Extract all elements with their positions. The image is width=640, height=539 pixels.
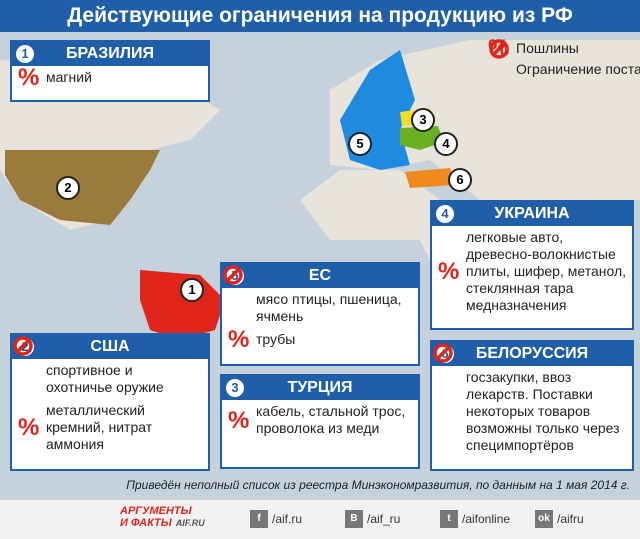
brazil — [140, 270, 225, 340]
footer-band — [0, 500, 640, 539]
social-handle: /aifonline — [462, 512, 511, 526]
restriction-text: металлический кремний, нитрат аммония — [46, 402, 153, 452]
ban-icon — [489, 39, 509, 59]
social-icon: ok — [535, 510, 553, 528]
title: Действующие ограничения на продукцию из … — [0, 0, 640, 32]
social-icon: f — [250, 510, 268, 528]
social-link[interactable]: В/aif_ru — [345, 510, 400, 528]
restriction: мясо птицы, пшеница, ячмень — [222, 265, 418, 328]
duty-icon: % — [438, 258, 460, 285]
country-name: США — [90, 338, 130, 355]
restriction: % магний — [12, 64, 208, 91]
social-icon: t — [440, 510, 458, 528]
social-link[interactable]: ok/aifru — [535, 510, 584, 528]
logo: АРГУМЕНТЫ И ФАКТЫ AIF.RU — [120, 505, 205, 529]
ban-icon — [13, 336, 33, 356]
restriction: % трубы — [222, 326, 418, 353]
social-link[interactable]: f/aif.ru — [250, 510, 302, 528]
country-box: 6 БЕЛОРУССИЯ госзакупки, ввоз лекарств. По… — [430, 340, 634, 471]
country-name: ТУРЦИЯ — [287, 379, 353, 396]
map-marker: 6 — [448, 168, 472, 192]
duty-icon: % — [228, 326, 250, 353]
country-header: 1 БРАЗИЛИЯ — [12, 42, 208, 66]
restriction-text: трубы — [256, 331, 296, 347]
social-handle: /aifru — [557, 512, 584, 526]
country-name: ЕС — [308, 267, 332, 284]
social-handle: /aif.ru — [272, 512, 303, 526]
logo-line: И ФАКТЫ — [120, 517, 172, 529]
restriction-text: кабель, стальной трос, проволока из меди — [256, 403, 406, 436]
map-marker: 5 — [348, 132, 372, 156]
restriction: % металлический кремний, нитрат аммония — [12, 399, 208, 456]
country-box: 4 УКРАИНА% легковые авто, древесно-волокни… — [430, 200, 634, 330]
country-box: 3 ТУРЦИЯ% кабель, стальной трос, проволока… — [220, 374, 420, 469]
restriction-text: госзакупки, ввоз лекарств. Поставки неко… — [466, 369, 620, 453]
map-marker: 1 — [180, 278, 204, 302]
restriction-text: спортивное и охотничье оружие — [46, 362, 164, 395]
logo-line: И ФАКТЫ AIF.RU — [120, 517, 205, 529]
country-number: 4 — [436, 205, 454, 223]
logo-site: AIF.RU — [175, 518, 205, 528]
duty-icon: % — [228, 406, 250, 434]
duty-icon: % — [18, 64, 40, 91]
map-marker: 3 — [411, 108, 435, 132]
restriction: спортивное и охотничье оружие — [12, 336, 208, 399]
country-box: 2 США спортивное и охотничье оружие% металл… — [10, 333, 210, 471]
country-name: БЕЛОРУССИЯ — [475, 345, 589, 362]
country-header: 3 ТУРЦИЯ — [222, 376, 418, 400]
africa — [300, 170, 470, 260]
legend-label: Ограничение поставок — [516, 61, 640, 77]
country-header: 2 США — [12, 335, 208, 359]
country-header: 4 УКРАИНА — [432, 202, 632, 226]
country-header: 6 БЕЛОРУССИЯ — [432, 342, 632, 366]
country-name: БРАЗИЛИЯ — [65, 45, 155, 62]
map-marker: 4 — [434, 132, 458, 156]
restriction: госзакупки, ввоз лекарств. Поставки неко… — [432, 343, 632, 457]
country-box: 5 ЕС мясо птицы, пшеница, ячмень% трубы — [220, 262, 420, 366]
restriction-text: легковые авто, древесно-волокнистые плит… — [466, 229, 627, 313]
ukraine — [400, 126, 444, 150]
usa — [5, 150, 160, 225]
legend-item: Ограничение поставок — [488, 39, 640, 80]
ban-icon — [433, 343, 453, 363]
restriction-text: магний — [46, 69, 92, 85]
country-name: УКРАИНА — [494, 205, 570, 222]
restriction: % легковые авто, древесно-волокнистые пли… — [432, 226, 632, 317]
legend-item: %Пошлины — [488, 37, 638, 61]
country-box: 1 БРАЗИЛИЯ% магний — [10, 40, 210, 102]
turkey — [405, 168, 455, 188]
legend-label: Пошлины — [516, 40, 579, 56]
restriction-text: мясо птицы, пшеница, ячмень — [256, 291, 402, 324]
footnote: Приведён неполный список из реестра Минэ… — [126, 478, 630, 492]
map-marker: 2 — [56, 176, 80, 200]
social-handle: /aif_ru — [367, 512, 401, 526]
duty-icon: % — [18, 414, 40, 441]
social-link[interactable]: t/aifonline — [440, 510, 510, 528]
ban-icon — [223, 265, 243, 285]
social-icon: В — [345, 510, 363, 528]
country-number: 1 — [16, 45, 34, 63]
restriction: % кабель, стальной трос, проволока из мед… — [222, 400, 418, 440]
logo-line: АРГУМЕНТЫ — [120, 505, 192, 517]
country-header: 5 ЕС — [222, 264, 418, 288]
country-number: 3 — [226, 379, 244, 397]
